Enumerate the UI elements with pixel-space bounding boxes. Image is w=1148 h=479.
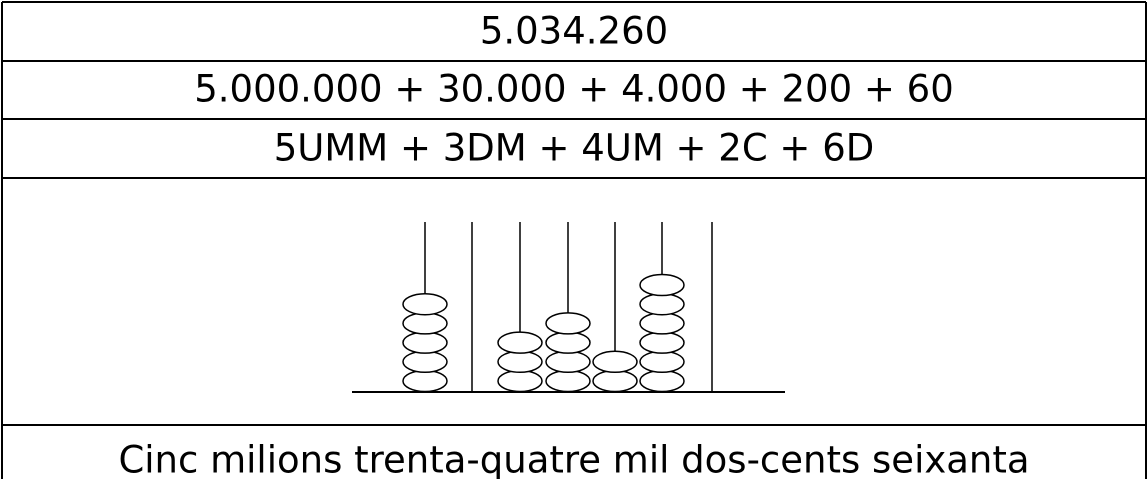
bead [497,331,543,354]
bead [592,350,638,374]
bead [639,273,685,297]
expanded-form: 5.000.000 + 30.000 + 4.000 + 200 + 60 [194,68,954,111]
bead-stack [592,350,638,393]
bead [639,350,685,374]
bead [402,350,448,374]
bead [639,369,685,393]
bead [545,331,591,354]
bead [545,369,591,393]
abacus [402,222,713,393]
number-in-words: Cinc milions trenta-quatre mil dos-cents… [118,439,1029,479]
bead-stack [402,292,448,393]
bead [497,350,543,374]
bead-stack [497,331,543,393]
bead [402,331,448,354]
bead [639,292,685,316]
bead [592,369,638,393]
bead-stack [545,312,591,393]
bead [402,292,448,316]
bead [402,312,448,335]
number: 5.034.260 [480,10,668,53]
bead [545,350,591,374]
bead-stack [639,273,685,393]
bead [639,331,685,354]
place-value-form: 5UMM + 3DM + 4UM + 2C + 6D [274,127,874,170]
bead [402,369,448,393]
bead [545,312,591,335]
bead [639,312,685,335]
bead [497,369,543,393]
